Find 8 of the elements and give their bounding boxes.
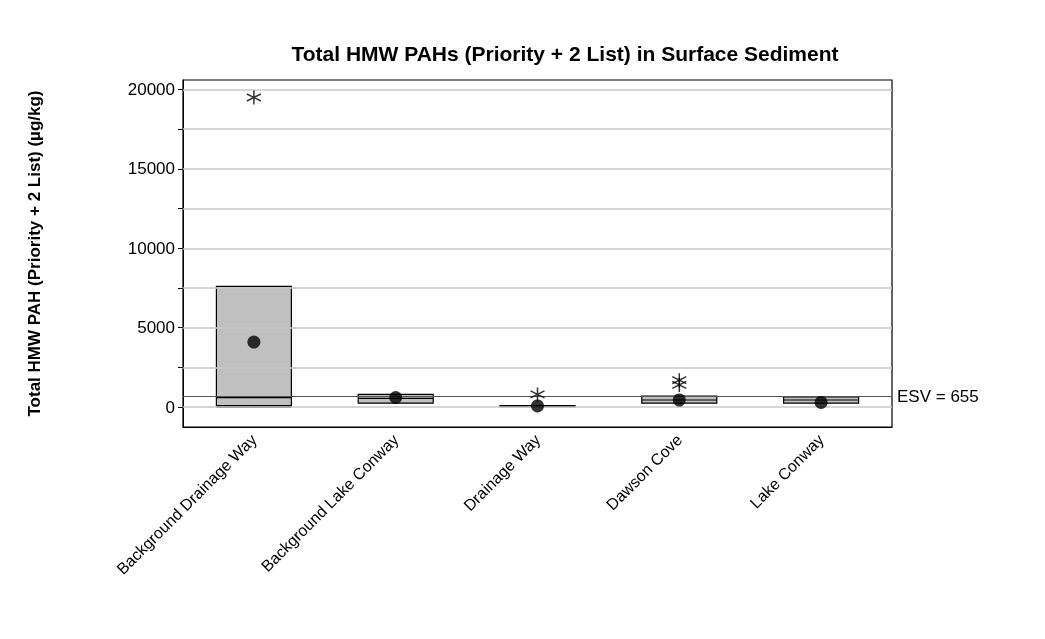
ref-line-label: ESV = 655 [897, 387, 979, 407]
y-axis-title: Total HMW PAH (Priority + 2 List) (µg/kg) [25, 90, 44, 417]
chart-title: Total HMW PAHs (Priority + 2 List) in Surface Sediment [291, 42, 839, 65]
y-tick-label: 20000 [127, 80, 175, 100]
y-tick-label: 5000 [137, 318, 175, 338]
y-tick-label: 0 [165, 397, 175, 417]
y-tick-label: 10000 [127, 238, 175, 258]
y-tick-label: 15000 [127, 159, 175, 179]
